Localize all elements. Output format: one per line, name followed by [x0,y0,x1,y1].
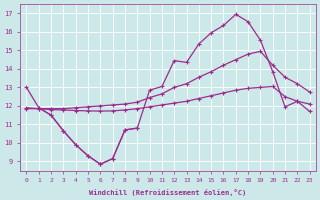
X-axis label: Windchill (Refroidissement éolien,°C): Windchill (Refroidissement éolien,°C) [90,189,247,196]
